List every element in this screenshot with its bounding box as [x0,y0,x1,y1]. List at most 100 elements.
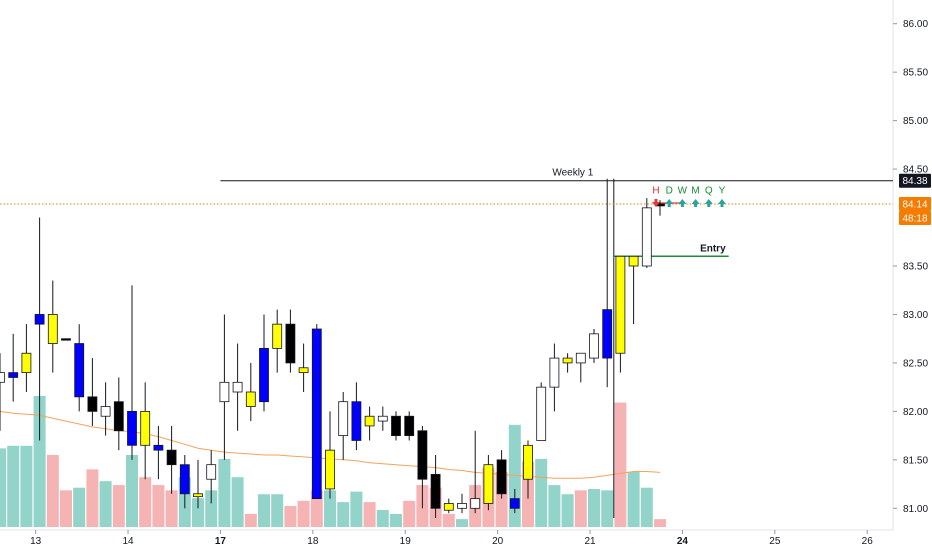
volume-bar [86,469,99,527]
candle [0,353,5,431]
time-tick-label: 14 [122,536,134,547]
candle-body [259,347,269,403]
volume-bar [363,502,376,527]
candle [602,178,613,388]
volume-bar [403,500,416,527]
candle-body [34,314,45,325]
weekly-price-badge-bg [899,173,931,188]
candle [298,343,309,392]
candle [179,455,190,509]
candle [470,430,481,514]
bar-countdown-badge: 48:18 [899,210,931,225]
candle-body [338,401,349,437]
volume-bar [205,490,218,527]
candle-body [0,372,5,383]
price-tick-label: 86.00 [903,19,928,30]
candle [8,333,19,402]
candle-body [589,333,599,359]
time-axis[interactable]: 13 14 17 18 19 20 21 24 25 26 [30,530,873,547]
candle-body [285,323,296,364]
candle [641,198,652,268]
candle [166,425,177,494]
candle [443,498,454,514]
candle [325,411,335,499]
candle [364,406,375,441]
volume-bar [350,491,363,527]
volume-bar [271,494,284,527]
volume-bar [258,494,270,527]
candle-body [641,207,652,267]
price-tick-label: 85.50 [903,68,928,79]
current-price-badge-text: 84.14 [902,199,927,210]
entry-level-label: Entry [700,243,726,254]
candle [100,382,111,436]
candle-body [298,367,309,374]
candle [232,343,243,431]
trend-arrow-up-icon [718,198,726,207]
price-tick-label: 81.50 [903,455,928,466]
candle-body [219,381,230,403]
candle-body [615,255,626,354]
time-tick-label: 26 [862,536,874,547]
time-tick-label: 17 [215,536,227,547]
volume-bar [7,445,20,527]
current-price-badge-bg [899,196,931,211]
candle [272,309,283,373]
volume-bar [0,448,6,527]
volume-bar [218,458,231,527]
volume-bar [99,481,112,527]
candle [523,440,533,499]
volume-bar [310,490,323,527]
volume-bar [231,477,244,527]
weekly-price-badge: 84.38 [899,173,931,188]
price-axis[interactable]: 86.00 85.50 85.00 84.50 83.50 83.00 82.50 82.00… [893,19,931,515]
volume-bar [152,485,165,527]
price-tick-label: 82.00 [903,407,928,418]
weekly-level-label: Weekly 1 [552,168,593,179]
candle [536,382,547,441]
volume-bar [548,485,561,527]
candle [615,255,626,373]
candle-body [100,406,111,417]
volume-bar [561,494,574,527]
volume-bar [627,471,640,527]
candle-body [575,352,586,364]
candle [562,353,573,373]
volume-bar [60,490,72,527]
time-tick-label: 25 [769,536,781,547]
candle [311,324,322,500]
candle [219,314,230,460]
candle-body [443,503,454,511]
candle-body [245,391,256,407]
candle [74,324,85,412]
candle-body [21,352,32,374]
candle [127,285,137,460]
price-levels: Weekly 1 Entry [0,168,893,518]
price-tick-label: 85.00 [903,116,928,127]
timeframe-label-m: M [691,186,699,197]
volume-bar [588,489,600,527]
volume-bar [165,490,178,527]
volume-bar [284,506,297,527]
candle [549,343,560,412]
candle-body [562,357,573,364]
candle-body [113,401,124,432]
volume-bar [640,487,653,527]
candle-body [193,493,203,498]
candle [113,377,124,451]
trend-arrow-up-icon [704,198,713,207]
candle [509,488,520,514]
candle-body [127,410,137,446]
candle-body [509,498,520,509]
timeframe-label-q: Q [705,186,713,197]
volume-bar [46,454,59,527]
candle-body [140,410,151,446]
candle-body [87,396,98,412]
candle-body [47,314,58,344]
candle [391,411,401,441]
candle-body [311,328,322,500]
price-tick-label: 81.00 [903,504,928,515]
volume-bar [244,513,257,527]
